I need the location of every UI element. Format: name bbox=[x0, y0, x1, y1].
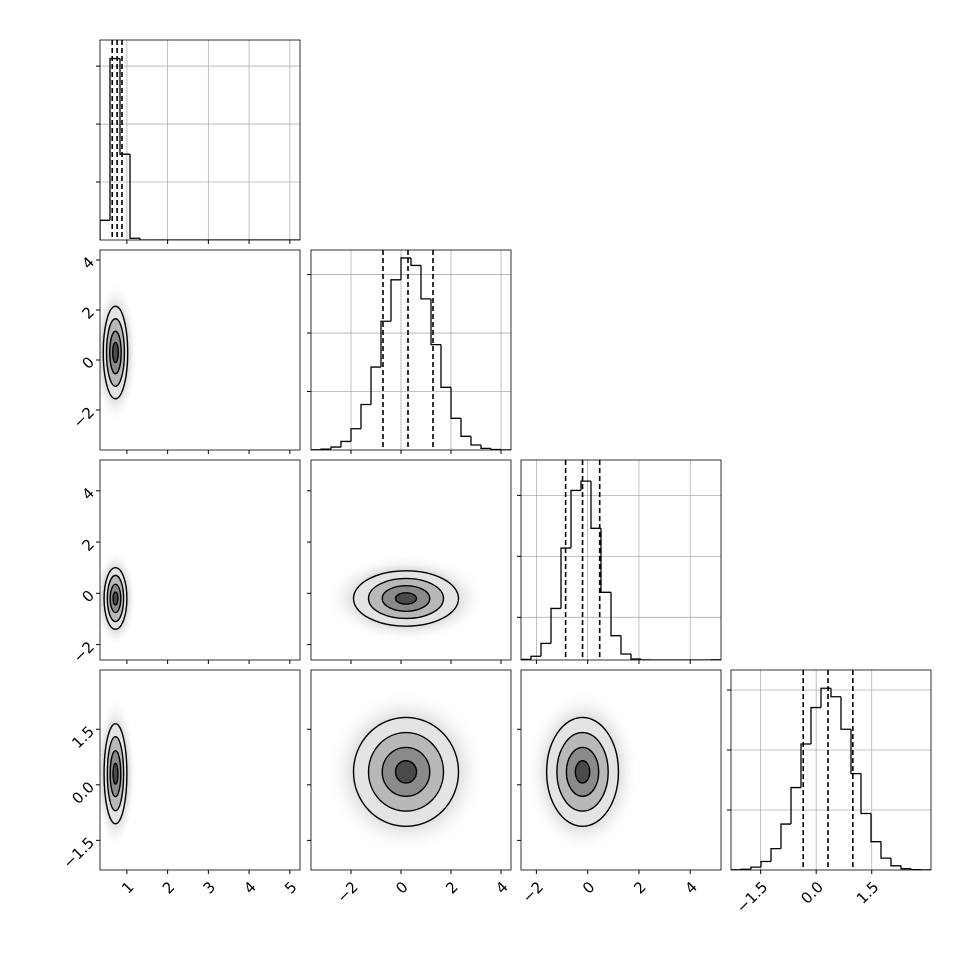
y-tick-label: 4 bbox=[79, 253, 98, 272]
hist-bin bbox=[861, 774, 871, 814]
hist-bin bbox=[471, 436, 481, 445]
hist-bin bbox=[881, 842, 891, 858]
hist-bin bbox=[431, 299, 441, 345]
density-contour bbox=[396, 593, 417, 604]
hist-bin bbox=[571, 490, 581, 548]
hist-bin bbox=[371, 367, 381, 404]
y-tick-label: −1.5 bbox=[60, 834, 98, 872]
panel-content bbox=[326, 689, 486, 855]
x-tick-label: 1.5 bbox=[853, 878, 883, 908]
panel: −2 0 2 4 bbox=[517, 670, 721, 906]
panel bbox=[307, 460, 511, 664]
hist-bin bbox=[831, 688, 841, 697]
hist-bin bbox=[761, 861, 771, 867]
x-tick-label: 5 bbox=[281, 878, 300, 897]
hist-bin bbox=[481, 445, 491, 448]
hist-bin bbox=[541, 643, 551, 656]
panel bbox=[96, 40, 300, 244]
hist-bin bbox=[901, 866, 911, 869]
hist-bin bbox=[611, 592, 621, 635]
panel-content bbox=[526, 689, 638, 855]
y-tick-label: 0 bbox=[79, 587, 98, 606]
y-tick-label: −2 bbox=[70, 403, 98, 431]
hist-bin bbox=[631, 654, 641, 659]
y-tick-label: 2 bbox=[79, 535, 98, 554]
hist-bin bbox=[461, 418, 471, 436]
panel: −2 0 2 4 bbox=[70, 250, 300, 454]
x-tick-label: 4 bbox=[492, 878, 511, 897]
y-tick-label: 0.0 bbox=[68, 778, 98, 808]
hist-bin bbox=[351, 429, 361, 442]
hist-bin bbox=[551, 608, 561, 643]
hist-bin bbox=[361, 405, 371, 429]
x-tick-label: 2 bbox=[630, 878, 649, 897]
x-tick-label: 2 bbox=[159, 878, 178, 897]
panel bbox=[307, 250, 511, 454]
panel: −2 0 2 4 bbox=[70, 460, 300, 666]
x-tick-label: −1.5 bbox=[733, 878, 771, 916]
x-tick-label: 2 bbox=[442, 878, 461, 897]
hist-bin bbox=[441, 345, 451, 388]
panel-frame bbox=[311, 250, 511, 450]
hist-bin bbox=[871, 813, 881, 841]
hist-bin bbox=[411, 258, 421, 265]
x-tick-label: −2 bbox=[519, 878, 547, 906]
panel-content bbox=[311, 250, 511, 450]
panel: −2 0 2 4 bbox=[307, 670, 512, 906]
hist-bin bbox=[100, 220, 110, 240]
hist-bin bbox=[601, 528, 611, 592]
density-contour bbox=[396, 761, 417, 783]
panel bbox=[517, 460, 721, 664]
y-tick-label: 0 bbox=[79, 353, 98, 372]
panel-content bbox=[731, 670, 931, 870]
hist-bin bbox=[491, 448, 501, 449]
hist-bin bbox=[421, 265, 431, 298]
hist-bin bbox=[381, 321, 391, 367]
panel-content bbox=[326, 554, 486, 642]
hist-bin bbox=[401, 258, 411, 280]
x-tick-label: 0.0 bbox=[797, 878, 827, 908]
density-contour bbox=[575, 761, 589, 783]
density-contour bbox=[113, 592, 118, 605]
y-tick-label: 1.5 bbox=[68, 723, 98, 753]
y-tick-label: −2 bbox=[70, 638, 98, 666]
x-tick-label: 3 bbox=[200, 878, 219, 897]
hist-bin bbox=[751, 867, 761, 869]
x-tick-label: 4 bbox=[240, 878, 259, 897]
hist-bin bbox=[781, 824, 791, 849]
density-contour bbox=[113, 343, 119, 363]
hist-bin bbox=[791, 788, 801, 824]
panel: −1.5 0.0 1.5 1 2 3 4 5 bbox=[60, 670, 301, 898]
hist-bin bbox=[821, 688, 831, 707]
hist-bin bbox=[391, 280, 401, 321]
hist-bin bbox=[891, 858, 901, 866]
hist-bin bbox=[911, 869, 921, 870]
panel-content bbox=[95, 697, 136, 850]
x-tick-label: 4 bbox=[682, 878, 701, 897]
hist-bin bbox=[841, 697, 851, 730]
x-tick-label: 0 bbox=[392, 878, 411, 897]
hist-bin bbox=[771, 849, 781, 862]
panel: −1.5 0.0 1.5 bbox=[727, 670, 931, 917]
panel-content bbox=[95, 550, 136, 647]
x-tick-label: −2 bbox=[333, 878, 361, 906]
hist-bin bbox=[130, 154, 140, 238]
panel-content bbox=[521, 460, 721, 660]
density-contour bbox=[113, 763, 118, 784]
hist-bin bbox=[621, 636, 631, 654]
hist-bin bbox=[451, 387, 461, 418]
x-tick-label: 1 bbox=[118, 878, 137, 897]
hist-bin bbox=[341, 441, 351, 447]
panel-content bbox=[100, 40, 300, 240]
y-tick-label: 2 bbox=[79, 303, 98, 322]
x-tick-label: 0 bbox=[579, 878, 598, 897]
y-tick-label: 4 bbox=[79, 484, 98, 503]
hist-bin bbox=[331, 447, 341, 449]
